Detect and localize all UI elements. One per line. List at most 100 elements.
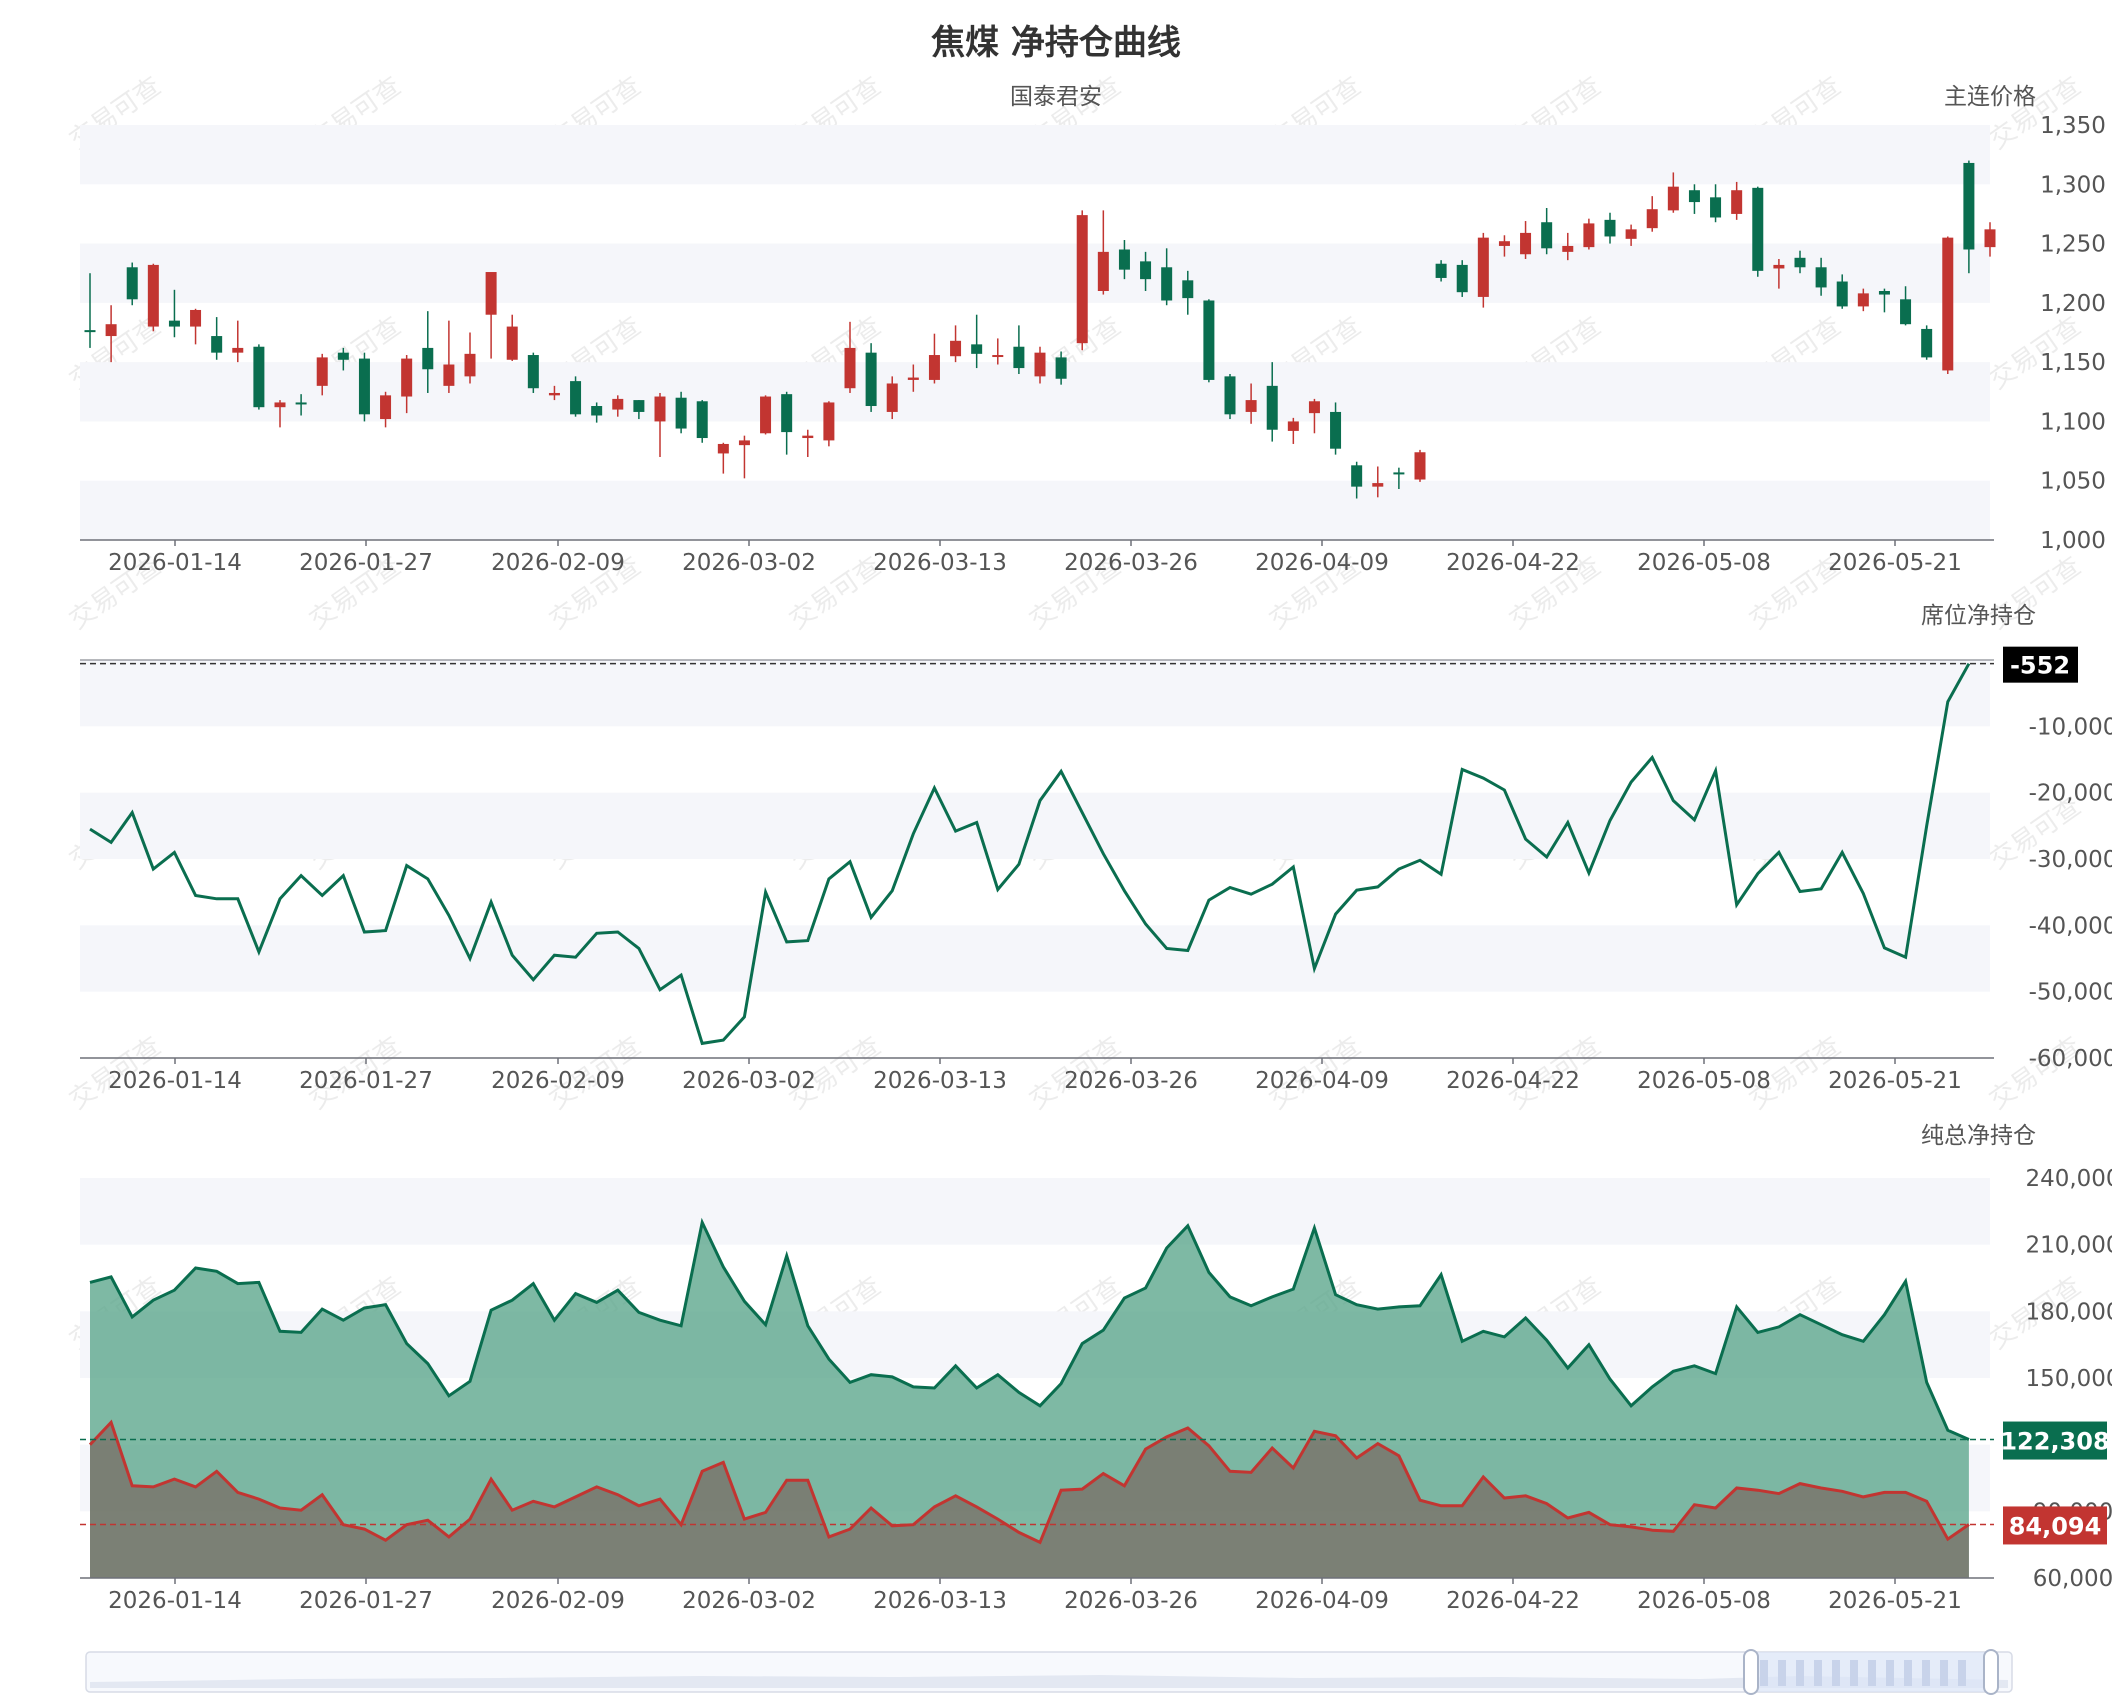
candle-body [1710,197,1722,218]
datazoom-bar [1922,1660,1930,1686]
candle-body [1667,186,1679,211]
candle-body [1541,222,1553,249]
candle-body [1393,472,1405,475]
datazoom-bar [1760,1660,1768,1686]
datazoom-bar [1850,1660,1858,1686]
candle-body [1752,187,1764,271]
x-tick-label: 2026-04-09 [1255,1068,1389,1094]
x-tick-label: 2026-05-21 [1828,1588,1962,1614]
candle-body [1794,257,1806,268]
candle-body [1646,209,1658,229]
candle-body [1372,483,1384,487]
candle-body [443,364,455,386]
candle-body [1984,229,1996,248]
candle-body [1688,190,1700,203]
candle-body [147,264,159,327]
x-tick-label: 2026-04-09 [1255,1588,1389,1614]
candle-body [1287,421,1299,431]
candle-body [1963,162,1975,250]
candle-body [1520,232,1532,255]
candle-body [1604,219,1616,237]
y-tick-label: -40,000 [2029,913,2112,939]
datazoom-right-handle[interactable] [1983,1649,1999,1695]
candle-body [865,352,877,407]
datazoom-bar [1778,1660,1786,1686]
datazoom-bar [1958,1660,1966,1686]
candle-body [760,396,772,434]
candle-body [844,347,856,389]
candle-body [105,324,117,337]
x-tick-label: 2026-01-14 [108,1068,242,1094]
grid-band [80,660,1990,727]
datazoom-left-handle[interactable] [1743,1649,1759,1695]
grid-band [80,480,1990,540]
watermark-text: 交易可查 [1984,1031,2086,1115]
candle-body [1076,215,1088,344]
candle-body [527,355,539,389]
datazoom-selected-bars [1760,1660,1966,1686]
candle-body [781,394,793,433]
candle-body [717,443,729,454]
y-tick-label: 150,000 [2025,1366,2112,1392]
candle-body [1013,346,1025,369]
candle-body [1118,249,1130,270]
candle-body [1435,263,1447,278]
candle-body [380,395,392,420]
y-tick-label: -60,000 [2029,1046,2112,1072]
y-tick-label: 1,250 [2040,232,2106,258]
candle-body [570,381,582,415]
candle-body [1351,465,1363,487]
datazoom-bar [1832,1660,1840,1686]
x-tick-label: 2026-02-09 [491,1588,625,1614]
candle-body [950,340,962,357]
candle-body [1097,251,1109,291]
pure-net-position-area-fill [90,1422,1969,1578]
pure-net-position-area-line [88,1419,1970,1545]
x-tick-label: 2026-05-08 [1637,550,1771,576]
x-tick-label: 2026-03-26 [1064,550,1198,576]
y-tick-label: 1,200 [2040,291,2106,317]
candle-body [358,358,370,415]
candle-body [1773,264,1785,269]
candle-body [675,397,687,429]
candle-body [168,320,180,327]
candle-body [886,383,898,412]
y-axis-name: 纯总净持仓 [1921,1123,2036,1149]
datazoom-bar [1886,1660,1894,1686]
candle-body [190,309,202,327]
last-value-label: 122,308 [2000,1428,2109,1456]
candle-body [1583,223,1595,248]
x-tick-label: 2026-05-21 [1828,1068,1962,1094]
candle-body [506,326,518,360]
candle-body [485,272,497,315]
candle-body [232,347,244,353]
candle-body [928,355,940,380]
candle-body [1731,190,1743,214]
x-tick-label: 2026-03-26 [1064,1068,1198,1094]
candle-body [295,402,307,405]
y-tick-label: 1,350 [2040,113,2106,139]
candle-body [654,396,666,422]
grid-band [80,792,1990,859]
last-value-badge [2003,1506,2107,1545]
candle-body [1224,376,1236,415]
candle-body [1498,241,1510,246]
datazoom-bar [1796,1660,1804,1686]
x-tick-label: 2026-05-21 [1828,550,1962,576]
candle-body [1836,281,1848,307]
candle-body [823,402,835,441]
candle-body [1456,264,1468,293]
x-tick-label: 2026-05-08 [1637,1588,1771,1614]
candle-body [1921,328,1933,358]
datazoom-slider[interactable] [85,1649,2013,1695]
y-tick-label: 1,300 [2040,172,2106,198]
grid-band [80,925,1990,992]
candle-body [274,402,286,408]
datazoom-bar [1904,1660,1912,1686]
datazoom-overview-shape [90,1675,2008,1688]
x-tick-label: 2026-01-27 [299,1068,433,1094]
y-tick-label: 1,100 [2040,409,2106,435]
candle-body [1140,261,1152,280]
candle-body [1055,357,1067,379]
